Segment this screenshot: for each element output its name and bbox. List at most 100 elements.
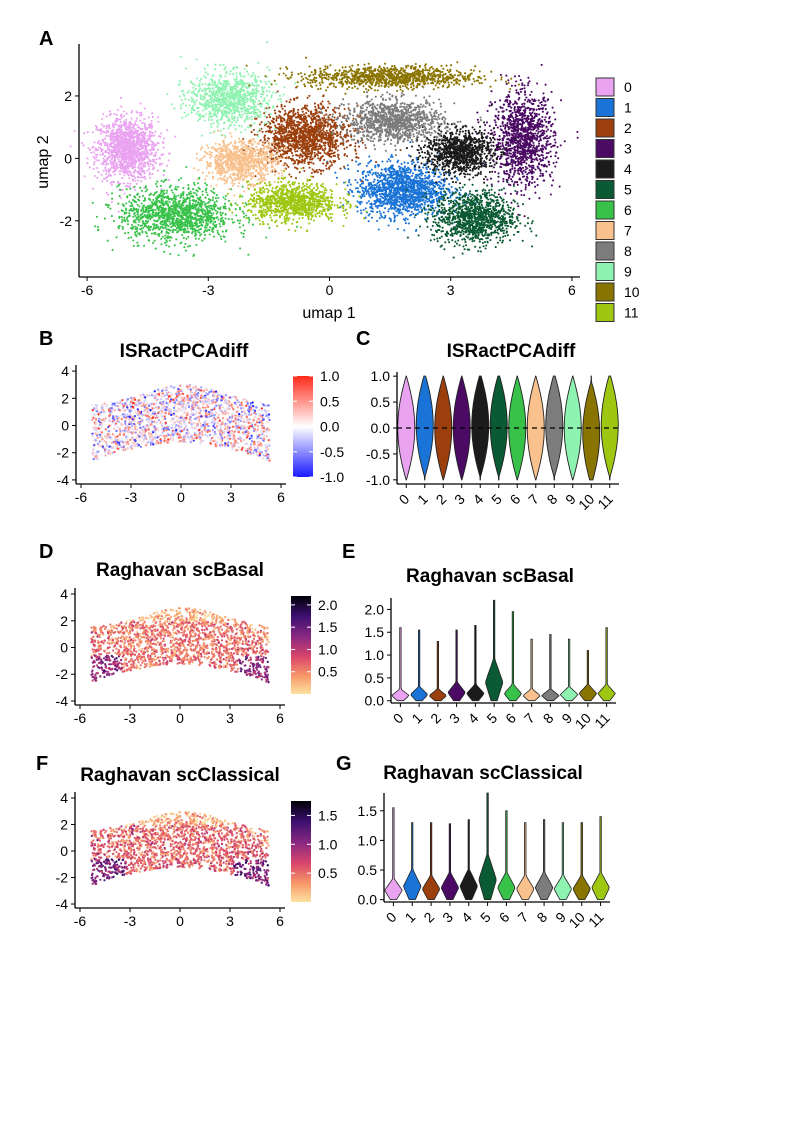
violin-11	[591, 816, 610, 900]
cluster-1-points	[326, 141, 477, 233]
y-tick-label: 2	[64, 88, 72, 104]
legend-key-4	[595, 159, 615, 179]
x-tick-label: 3	[226, 710, 234, 726]
y-tick-label: 0.0	[358, 892, 378, 908]
x-tick-label: 6	[276, 710, 284, 726]
violin-9	[559, 638, 579, 702]
legend-label-3: 3	[624, 141, 632, 157]
violin-10	[582, 375, 601, 481]
x-tick-label: 2	[420, 909, 437, 926]
x-tick-label: 1	[414, 491, 431, 508]
legend-key-0	[595, 77, 615, 97]
legend-label-10: 10	[624, 284, 640, 300]
x-tick-label: 3	[439, 909, 456, 926]
violin-5	[485, 599, 504, 702]
x-tick-label: -3	[124, 710, 137, 726]
y-tick-label: -0.5	[366, 446, 390, 462]
y-tick-label: -1.0	[366, 472, 390, 488]
x-tick-label: 9	[558, 710, 575, 727]
x-tick-label: -6	[74, 913, 87, 929]
x-tick-label: 3	[446, 710, 463, 727]
x-tick-label: 8	[533, 909, 550, 926]
violin-4	[459, 819, 478, 900]
cell-points	[91, 384, 271, 462]
colorbar-label: 1.0	[318, 641, 338, 657]
cluster-5-points	[405, 169, 538, 259]
y-tick-label: -2	[60, 213, 73, 229]
violin-6	[497, 810, 516, 900]
panel-label-g: G	[336, 753, 352, 775]
y-tick-label: 1.0	[371, 368, 391, 384]
panel-label-e: E	[342, 541, 355, 563]
violin-3	[447, 629, 466, 702]
x-tick-label: -6	[81, 282, 94, 298]
x-tick-label: 6	[277, 489, 285, 505]
title-g: Raghavan scClassical	[383, 763, 583, 784]
colorbar-label: -1.0	[320, 469, 344, 485]
x-tick-label: 4	[465, 710, 482, 727]
violin-11	[600, 375, 619, 481]
violin-6	[504, 611, 522, 702]
panel-d-umap-basal: -6 -3 0 3 6 -4 -2 0 2 4 2.0 1.5 1.0 0.5	[56, 586, 338, 726]
x-tick-label: 4	[470, 491, 487, 508]
legend-label-0: 0	[624, 79, 632, 95]
violin-5	[478, 792, 497, 900]
cluster-7-points	[193, 129, 289, 197]
x-tick-label: 0	[383, 909, 400, 926]
y-tick-label: -2	[56, 870, 69, 886]
y-tick-label: 2	[60, 816, 68, 832]
title-d: Raghavan scBasal	[96, 560, 264, 581]
x-tick-label: 2	[427, 710, 444, 727]
axis-title-y-a: umap 2	[35, 135, 52, 188]
y-tick-label: 0.5	[358, 862, 378, 878]
violin-7	[522, 638, 541, 702]
x-tick-label: 1	[402, 909, 419, 926]
x-tick-label: 6	[507, 491, 524, 508]
title-f: Raghavan scClassical	[80, 765, 280, 786]
violin-10	[572, 822, 591, 900]
x-tick-label: 0	[326, 282, 334, 298]
y-tick-label: 4	[61, 363, 69, 379]
x-tick-label: -3	[124, 913, 137, 929]
cluster-11-points	[226, 167, 368, 233]
title-e: Raghavan scBasal	[406, 566, 574, 587]
legend-key-11	[595, 303, 615, 322]
x-tick-label: 0	[176, 710, 184, 726]
panel-label-b: B	[39, 328, 53, 350]
y-tick-label: -4	[56, 693, 69, 709]
y-tick-label: 0	[60, 843, 68, 859]
legend-key-3	[595, 139, 615, 158]
y-tick-label: 0	[64, 150, 72, 166]
x-tick-label: -6	[74, 710, 87, 726]
legend-key-6	[595, 200, 615, 220]
violin-11	[597, 627, 616, 702]
violin-1	[410, 629, 428, 702]
colorbar-label: 0.5	[318, 664, 338, 680]
x-tick-label: -3	[125, 489, 138, 505]
cluster-3-points	[475, 63, 579, 218]
x-tick-label: 6	[276, 913, 284, 929]
axis-title-x-a: umap 1	[302, 305, 355, 322]
colorbar-label: -0.5	[320, 444, 344, 460]
x-tick-label: 8	[544, 491, 561, 508]
y-tick-label: 4	[60, 586, 68, 602]
legend-label-2: 2	[624, 120, 632, 136]
x-tick-label: 9	[552, 909, 569, 926]
legend-label-11: 11	[624, 305, 639, 321]
violin-2	[429, 641, 447, 702]
panel-b-umap-isr: -6 -3 0 3 6 -4 -2 0 2 4 1.0 0.5 0.0 -0.5 -1.0	[57, 363, 345, 505]
violin-9	[554, 822, 572, 900]
legend-key-1	[595, 98, 615, 117]
y-tick-label: 2	[61, 390, 69, 406]
legend-key-10	[595, 282, 615, 302]
violin-0	[384, 807, 403, 900]
violin-3	[440, 823, 459, 900]
panel-label-a: A	[39, 28, 53, 50]
x-tick-label: -6	[75, 489, 88, 505]
y-tick-label: -4	[56, 896, 69, 912]
legend-label-7: 7	[624, 223, 632, 239]
title-b: ISRactPCAdiff	[120, 341, 249, 362]
x-tick-label: 11	[591, 710, 613, 732]
